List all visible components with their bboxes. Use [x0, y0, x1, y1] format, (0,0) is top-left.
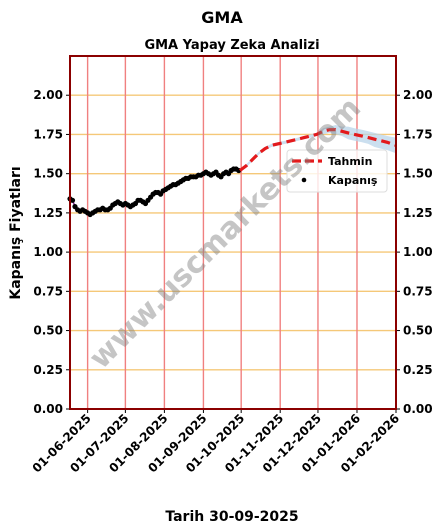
y-tick-label: 0.75 — [33, 284, 63, 298]
y-tick-label-right: 2.00 — [403, 88, 433, 102]
legend-closing-swatch — [301, 177, 307, 183]
chart-title: GMA — [201, 8, 243, 27]
forecast-band — [239, 125, 396, 173]
plot-frame — [69, 55, 397, 410]
legend-closing-label: Kapanış — [328, 174, 378, 187]
x-axis-label: Tarih 30-09-2025 — [165, 509, 298, 525]
y-tick-label-right: 0.00 — [403, 402, 433, 416]
y-tick-label: 1.25 — [33, 206, 63, 220]
y-tick-label-right: 1.25 — [403, 206, 433, 220]
legend-forecast-label: Tahmin — [328, 155, 372, 168]
y-axis-label: Kapanış Fiyatları — [8, 166, 24, 299]
y-tick-label: 0.50 — [33, 324, 63, 338]
y-tick-label: 0.25 — [33, 363, 63, 377]
y-tick-label-right: 0.75 — [403, 284, 433, 298]
forecast-line — [238, 128, 397, 172]
y-tick-label: 1.75 — [33, 127, 63, 141]
y-tick-label-right: 1.00 — [403, 245, 433, 259]
y-tick-label-right: 0.50 — [403, 324, 433, 338]
y-tick-label-right: 1.50 — [403, 167, 433, 181]
closing-point — [69, 197, 76, 203]
legend: Tahmin Kapanış — [286, 149, 388, 193]
y-tick-label-right: 1.75 — [403, 127, 433, 141]
y-tick-label: 1.50 — [33, 167, 63, 181]
y-tick-label: 2.00 — [33, 88, 63, 102]
y-tick-label-right: 0.25 — [403, 363, 433, 377]
y-tick-label: 1.00 — [33, 245, 63, 259]
plot-area: 0.00 0.00 0.25 0.25 0.50 0.50 0.75 0.75 1.00 1.00… — [30, 55, 433, 475]
chart-subtitle: GMA Yapay Zeka Analizi — [144, 38, 319, 53]
y-tick-label: 0.00 — [33, 402, 63, 416]
